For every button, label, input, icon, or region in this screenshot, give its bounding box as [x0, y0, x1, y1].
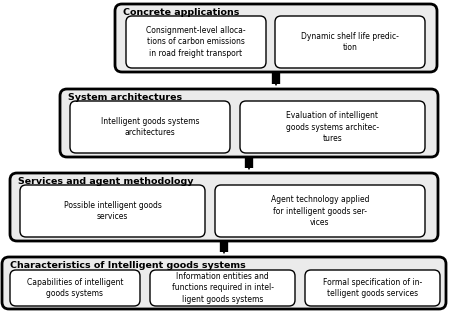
FancyBboxPatch shape — [305, 270, 440, 306]
Text: Information entities and
functions required in intel-
ligent goods systems: Information entities and functions requi… — [171, 272, 274, 304]
Text: Formal specification of in-
telligent goods services: Formal specification of in- telligent go… — [323, 278, 422, 298]
Text: System architectures: System architectures — [68, 93, 182, 102]
Text: Dynamic shelf life predic-
tion: Dynamic shelf life predic- tion — [301, 32, 399, 52]
Text: Evaluation of intelligent
goods systems architec-
tures: Evaluation of intelligent goods systems … — [286, 111, 379, 143]
FancyBboxPatch shape — [70, 101, 230, 153]
FancyBboxPatch shape — [240, 101, 425, 153]
FancyBboxPatch shape — [126, 16, 266, 68]
FancyBboxPatch shape — [60, 89, 438, 157]
Text: Services and agent methodology: Services and agent methodology — [18, 177, 194, 186]
FancyBboxPatch shape — [10, 270, 140, 306]
Text: Capabilities of intelligent
goods systems: Capabilities of intelligent goods system… — [27, 278, 123, 298]
FancyBboxPatch shape — [2, 257, 446, 309]
Text: Possible intelligent goods
services: Possible intelligent goods services — [63, 201, 162, 221]
Text: Concrete applications: Concrete applications — [123, 8, 239, 17]
Text: Agent technology applied
for intelligent goods ser-
vices: Agent technology applied for intelligent… — [271, 195, 369, 227]
Text: Intelligent goods systems
architectures: Intelligent goods systems architectures — [101, 117, 199, 137]
FancyBboxPatch shape — [20, 185, 205, 237]
FancyBboxPatch shape — [215, 185, 425, 237]
FancyBboxPatch shape — [275, 16, 425, 68]
FancyBboxPatch shape — [150, 270, 295, 306]
FancyBboxPatch shape — [115, 4, 437, 72]
Text: Consignment-level alloca-
tions of carbon emissions
in road freight transport: Consignment-level alloca- tions of carbo… — [146, 26, 246, 58]
Text: Characteristics of Intelligent goods systems: Characteristics of Intelligent goods sys… — [10, 261, 246, 270]
FancyBboxPatch shape — [10, 173, 438, 241]
